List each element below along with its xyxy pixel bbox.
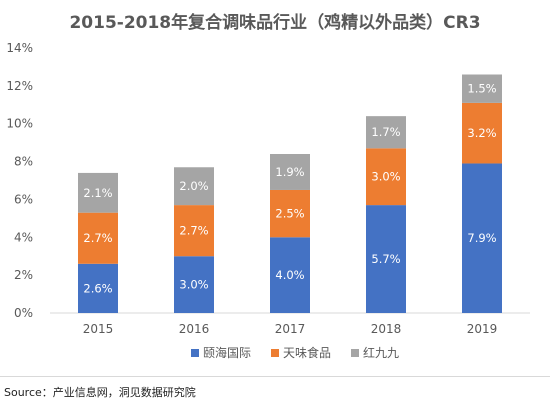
chart-title: 2015-2018年复合调味品行业（鸡精以外品类）CR3 [69,13,481,33]
data-label: 3.2% [467,126,496,140]
bar-segment [270,154,310,190]
bar-segment [270,237,310,313]
source-note: Source：产业信息网，洞见数据研究院 [4,386,196,399]
data-label: 2.0% [179,179,208,193]
bar-segment [366,205,406,313]
bar-segment [78,263,118,313]
data-label: 3.0% [179,278,208,292]
x-tick-label: 2019 [467,322,498,336]
data-label: 2.1% [83,186,112,200]
x-tick-label: 2016 [179,322,210,336]
bar-segment [78,212,118,264]
data-label: 3.0% [371,170,400,184]
bar-segment [366,116,406,149]
x-tick-label: 2015 [83,322,114,336]
bar-segment [174,167,214,206]
y-tick-label: 6% [14,192,33,206]
data-label: 2.5% [275,207,304,221]
bar-segment [270,189,310,238]
y-tick-label: 4% [14,230,33,244]
data-label: 1.9% [275,165,304,179]
divider [0,376,550,377]
data-label: 1.7% [371,125,400,139]
bar-segment [174,205,214,257]
data-label: 7.9% [467,231,496,245]
bar-segment [174,256,214,313]
bar-segment [366,148,406,206]
legend-label: 红九九 [363,345,399,360]
data-label: 2.7% [83,231,112,245]
legend-label: 颐海国际 [203,345,251,360]
y-tick-label: 12% [6,79,33,93]
bar-segment [462,102,502,164]
legend-swatch [191,349,199,357]
data-label: 1.5% [467,82,496,96]
data-label: 4.0% [275,268,304,282]
y-tick-label: 2% [14,268,33,282]
x-tick-label: 2018 [371,322,402,336]
legend-label: 天味食品 [283,345,331,360]
data-label: 2.7% [179,224,208,238]
legend-swatch [351,349,359,357]
bar-segment [462,163,502,313]
y-tick-label: 14% [6,41,33,55]
bar-segment [462,74,502,103]
y-tick-label: 10% [6,117,33,131]
y-tick-label: 0% [14,306,33,320]
x-tick-label: 2017 [275,322,306,336]
legend-swatch [271,349,279,357]
data-label: 2.6% [83,281,112,295]
data-label: 5.7% [371,252,400,266]
y-tick-label: 8% [14,155,33,169]
bar-segment [78,172,118,213]
